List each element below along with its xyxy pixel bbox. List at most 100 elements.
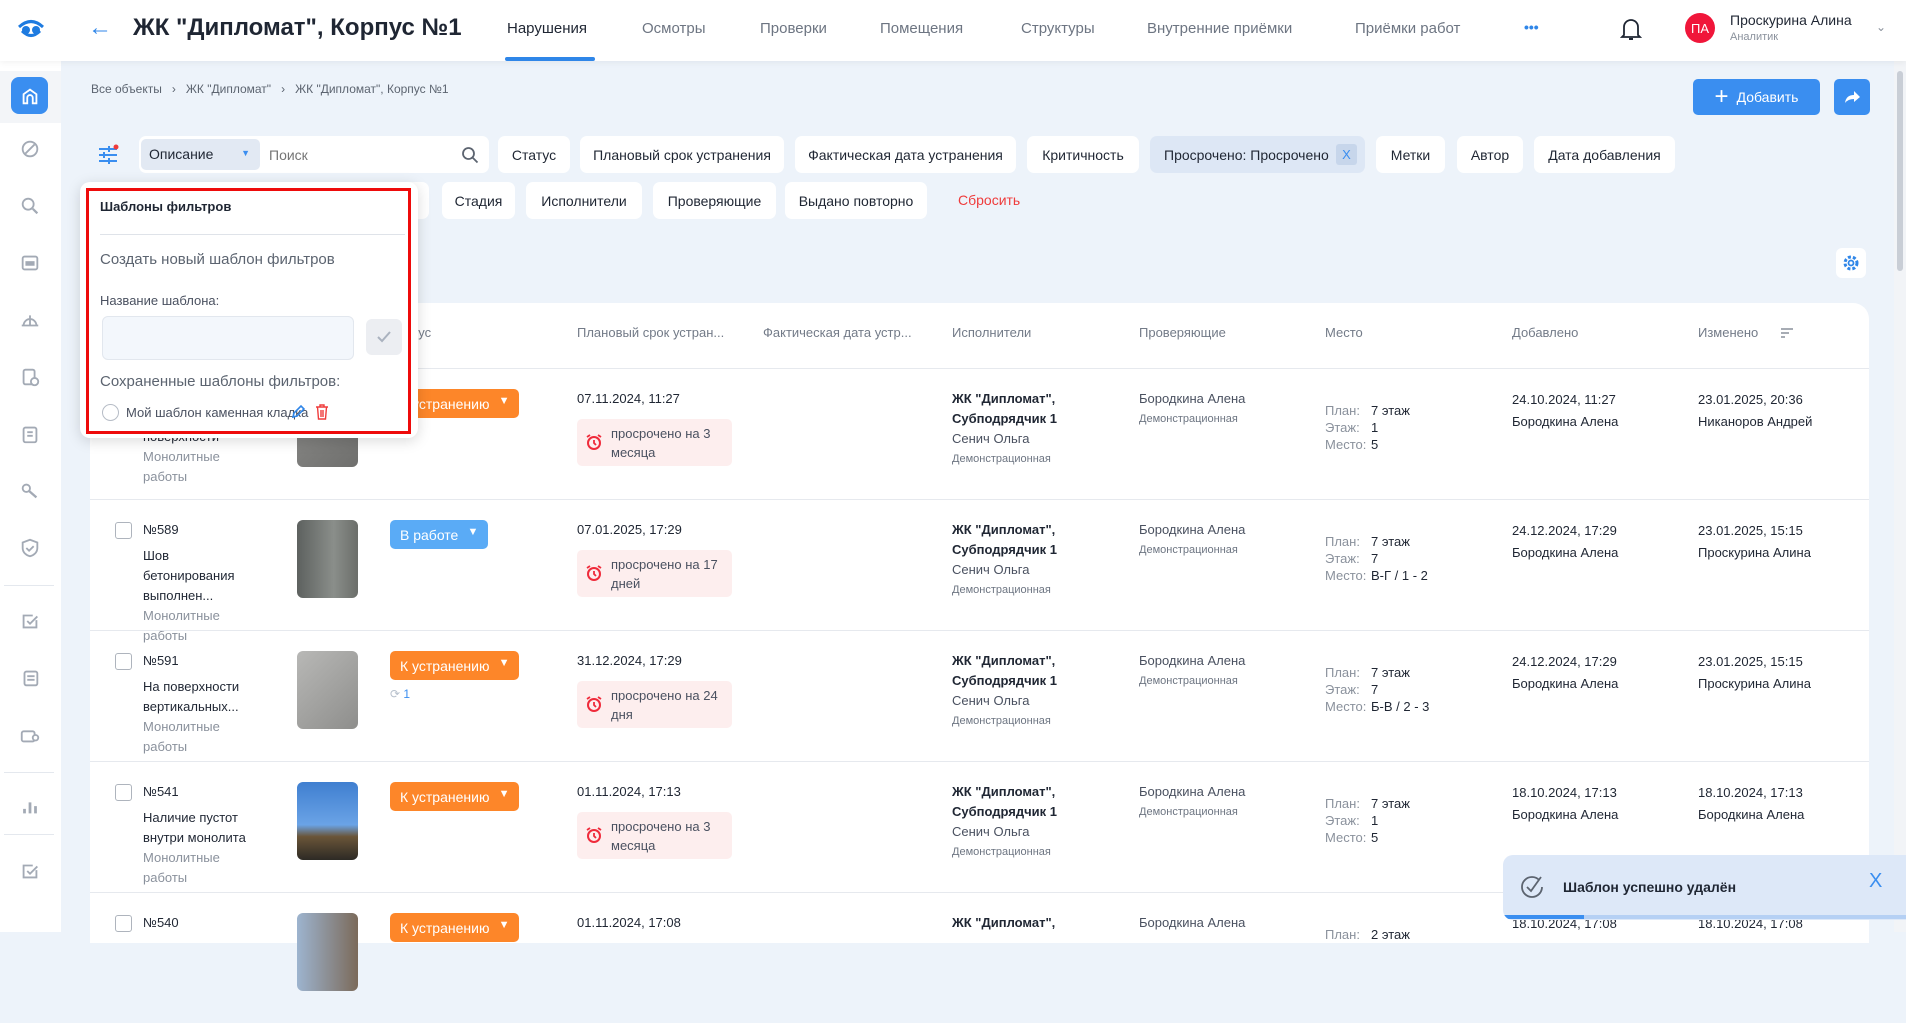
filter-chip-reviewers[interactable]: Проверяющие xyxy=(653,182,776,219)
column-header-changed[interactable]: Изменено xyxy=(1698,325,1759,340)
violation-photo[interactable] xyxy=(297,651,358,729)
column-header-reviewers[interactable]: Проверяющие xyxy=(1139,325,1226,340)
trash-icon[interactable] xyxy=(315,404,329,420)
reviewer-company: Демонстрационная xyxy=(1139,675,1238,687)
planned-date: 01.11.2024, 17:13 xyxy=(577,784,681,799)
violation-photo[interactable] xyxy=(297,520,358,598)
tab-violations[interactable]: Нарушения xyxy=(507,20,588,37)
sidebar-item-tasks[interactable] xyxy=(10,601,50,641)
filter-chip-planned-date[interactable]: Плановый срок устранения xyxy=(580,136,784,173)
tab-checks[interactable]: Проверки xyxy=(760,20,827,37)
sidebar-item-safety[interactable] xyxy=(10,300,50,340)
sort-icon[interactable] xyxy=(1780,327,1794,339)
violation-photo[interactable] xyxy=(297,782,358,860)
filter-chip-author[interactable]: Автор xyxy=(1457,136,1523,173)
violation-title[interactable]: На поверхности вертикальных... xyxy=(143,679,240,714)
tab-rooms[interactable]: Помещения xyxy=(880,20,964,37)
share-button[interactable] xyxy=(1834,79,1870,115)
row-checkbox[interactable] xyxy=(115,653,132,670)
filter-chip-status[interactable]: Статус xyxy=(498,136,570,173)
column-header-added[interactable]: Добавлено xyxy=(1512,325,1579,340)
sidebar-item-documents[interactable] xyxy=(10,243,50,283)
add-button[interactable]: + Добавить xyxy=(1693,79,1820,115)
remove-filter-icon[interactable]: X xyxy=(1336,144,1357,165)
back-arrow-icon[interactable]: ← xyxy=(88,14,112,41)
sidebar-item-objects[interactable] xyxy=(11,77,48,114)
scrollbar-thumb[interactable] xyxy=(1897,71,1903,271)
user-name[interactable]: Проскурина Алина xyxy=(1730,12,1852,28)
changed-by: Проскурина Алина xyxy=(1698,545,1811,560)
status-dropdown[interactable]: В работе ▼ xyxy=(390,520,489,549)
status-dropdown[interactable]: К устранению ▼ xyxy=(390,651,520,680)
edit-pencil-icon[interactable] xyxy=(290,404,306,420)
added: 18.10.2024, 17:13 Бородкина Алена xyxy=(1512,782,1618,826)
filter-chip-tags[interactable]: Метки xyxy=(1376,136,1445,173)
tab-work-acceptance[interactable]: Приёмки работ xyxy=(1355,20,1461,37)
avatar[interactable]: ПА xyxy=(1685,13,1715,43)
violation-number[interactable]: №589 xyxy=(143,522,179,537)
sidebar-item-checklists[interactable] xyxy=(10,414,50,454)
changed-by: Никаноров Андрей xyxy=(1698,414,1813,429)
row-checkbox[interactable] xyxy=(115,915,132,932)
search-input[interactable] xyxy=(269,139,449,170)
filter-chip-executors[interactable]: Исполнители xyxy=(526,182,642,219)
filter-templates-button[interactable] xyxy=(91,136,125,173)
column-header-planned[interactable]: Плановый срок устран... xyxy=(577,325,725,340)
sidebar-item-analytics[interactable] xyxy=(10,787,50,827)
table-row[interactable]: №589 Шов бетонирования выполнен... Монол… xyxy=(90,499,1869,643)
sidebar-item-contractors[interactable] xyxy=(10,715,50,755)
executor-person: Сенич Ольга xyxy=(952,562,1030,577)
sidebar-item-inspections[interactable] xyxy=(10,186,50,226)
toast-close-icon[interactable]: X xyxy=(1869,870,1883,892)
filter-chip-actual-date[interactable]: Фактическая дата устранения xyxy=(795,136,1016,173)
violation-title[interactable]: Шов бетонирования выполнен... xyxy=(143,548,235,603)
reset-filters-link[interactable]: Сбросить xyxy=(958,192,1021,208)
reviewers: Бородкина Алена Демонстрационная xyxy=(1139,782,1245,822)
place-plan: План: 7 этаж xyxy=(1325,664,1429,681)
more-tabs-button[interactable]: ••• xyxy=(1524,19,1539,35)
filter-chip-stage[interactable]: Стадия xyxy=(442,182,515,219)
search-icon[interactable] xyxy=(461,146,479,164)
violation-photo[interactable] xyxy=(297,913,358,991)
status-dropdown[interactable]: К устранению ▼ xyxy=(390,782,520,811)
column-header-executors[interactable]: Исполнители xyxy=(952,325,1032,340)
column-header-actual[interactable]: Фактическая дата устр... xyxy=(763,325,912,340)
chevron-down-icon[interactable]: ⌄ xyxy=(1876,20,1887,34)
table-row[interactable]: №541 Наличие пустот внутри монолита Моно… xyxy=(90,761,1869,892)
template-name-input[interactable] xyxy=(102,316,354,360)
tab-internal-acceptance[interactable]: Внутренние приёмки xyxy=(1147,20,1293,37)
sidebar-item-violations[interactable] xyxy=(10,129,50,169)
filter-chip-overdue[interactable]: Просрочено: Просрочено X xyxy=(1150,136,1365,173)
sidebar-item-keys[interactable] xyxy=(10,471,50,511)
violation-number[interactable]: №591 xyxy=(143,653,179,668)
filter-chip-added-date[interactable]: Дата добавления xyxy=(1534,136,1675,173)
sidebar-item-warranty[interactable] xyxy=(10,528,50,568)
column-header-place[interactable]: Место xyxy=(1325,325,1363,340)
page-scrollbar[interactable] xyxy=(1894,61,1906,932)
saved-template-item[interactable]: Мой шаблон каменная кладка xyxy=(100,402,405,426)
sidebar-item-approvals[interactable] xyxy=(10,357,50,397)
search-field-select[interactable]: Описание ▼ xyxy=(141,139,260,170)
sidebar-item-approvals-bottom[interactable] xyxy=(10,851,50,891)
tab-inspections[interactable]: Осмотры xyxy=(642,20,706,37)
filter-chip-reissued[interactable]: Выдано повторно xyxy=(785,182,927,219)
tab-structures[interactable]: Структуры xyxy=(1021,20,1095,37)
breadcrumb-item[interactable]: ЖК "Дипломат" xyxy=(185,82,272,96)
row-checkbox[interactable] xyxy=(115,784,132,801)
violation-number[interactable]: №541 xyxy=(143,784,179,799)
table-row[interactable]: №591 На поверхности вертикальных... Моно… xyxy=(90,630,1869,761)
violation-category: Монолитные работы xyxy=(143,850,220,885)
save-template-button[interactable] xyxy=(366,319,402,355)
eye-logo-icon[interactable] xyxy=(17,18,45,43)
violation-title[interactable]: Наличие пустот внутри монолита xyxy=(143,810,246,845)
table-settings-button[interactable] xyxy=(1836,248,1866,278)
sidebar-item-registry[interactable] xyxy=(10,658,50,698)
template-radio[interactable] xyxy=(102,404,119,421)
row-checkbox[interactable] xyxy=(115,522,132,539)
filter-chip-criticality[interactable]: Критичность xyxy=(1027,136,1139,173)
violation-number[interactable]: №540 xyxy=(143,915,179,930)
status-dropdown[interactable]: К устранению ▼ xyxy=(390,913,520,942)
reviewer-name: Бородкина Алена xyxy=(1139,784,1246,799)
bell-icon[interactable] xyxy=(1619,16,1643,45)
breadcrumb-item[interactable]: Все объекты xyxy=(91,82,162,96)
